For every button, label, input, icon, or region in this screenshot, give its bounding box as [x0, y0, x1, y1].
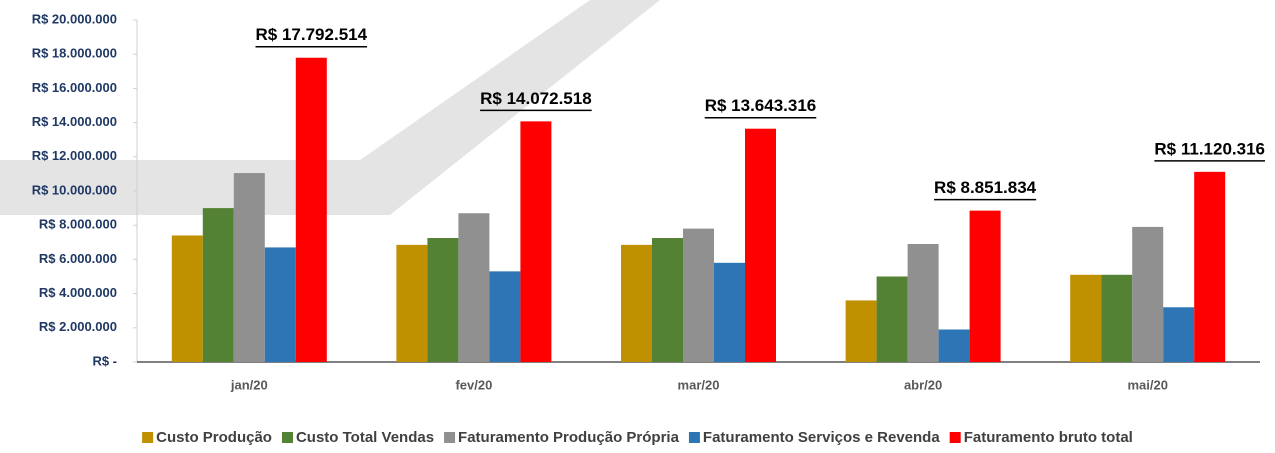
data-label: R$ 14.072.518: [480, 89, 592, 108]
y-tick-label: R$ 4.000.000: [39, 285, 117, 300]
legend-label: Faturamento Serviços e Revenda: [703, 429, 940, 446]
y-tick-label: R$ 14.000.000: [32, 114, 117, 129]
bar: [845, 300, 877, 362]
y-tick-label: R$ 10.000.000: [32, 182, 117, 197]
bar: [1070, 274, 1102, 362]
bar: [876, 276, 908, 362]
y-tick-label: R$ 18.000.000: [32, 46, 117, 61]
bar: [171, 235, 203, 362]
data-label: R$ 13.643.316: [705, 96, 817, 115]
y-tick-label: R$ -: [92, 353, 117, 368]
legend-label: Custo Produção: [156, 429, 272, 446]
legend-label: Faturamento bruto total: [964, 429, 1133, 446]
bar: [295, 57, 327, 362]
bar: [745, 128, 776, 362]
bar: [1194, 171, 1226, 362]
data-label: R$ 8.851.834: [934, 178, 1037, 197]
y-tick-label: R$ 2.000.000: [39, 319, 117, 334]
bar: [969, 210, 1001, 362]
bar: [264, 247, 296, 362]
legend-swatch: [444, 432, 456, 443]
x-tick-label: fev/20: [455, 377, 492, 392]
legend-label: Custo Total Vendas: [296, 429, 434, 446]
legend-label: Faturamento Produção Própria: [458, 429, 680, 446]
bar: [621, 244, 652, 362]
y-tick-label: R$ 16.000.000: [32, 80, 117, 95]
data-label: R$ 11.120.316: [1154, 139, 1265, 158]
bar: [520, 121, 552, 362]
bar: [683, 228, 714, 362]
legend-swatch: [949, 432, 961, 443]
y-tick-label: R$ 8.000.000: [39, 217, 117, 232]
y-tick-label: R$ 20.000.000: [32, 11, 117, 26]
bar: [233, 173, 265, 362]
bar: [652, 238, 683, 362]
x-tick-label: mar/20: [678, 377, 720, 392]
legend-swatch: [281, 432, 293, 443]
watermark: [0, 0, 660, 215]
bar: [396, 244, 428, 362]
legend-swatch: [688, 432, 700, 443]
legend-swatch: [142, 432, 154, 443]
bar: [1101, 274, 1133, 362]
bar: [1132, 226, 1164, 362]
bar: [489, 271, 521, 362]
bar: [458, 213, 490, 362]
bar: [202, 208, 234, 362]
x-tick-label: abr/20: [904, 377, 942, 392]
y-tick-label: R$ 6.000.000: [39, 251, 117, 266]
bar: [907, 244, 939, 362]
x-tick-label: jan/20: [230, 377, 268, 392]
bar: [427, 238, 459, 362]
bar: [714, 262, 745, 362]
bar: [1163, 307, 1195, 362]
y-tick-label: R$ 12.000.000: [32, 148, 117, 163]
data-label: R$ 17.792.514: [256, 25, 368, 44]
bar: [938, 329, 970, 362]
x-tick-label: mai/20: [1127, 377, 1167, 392]
